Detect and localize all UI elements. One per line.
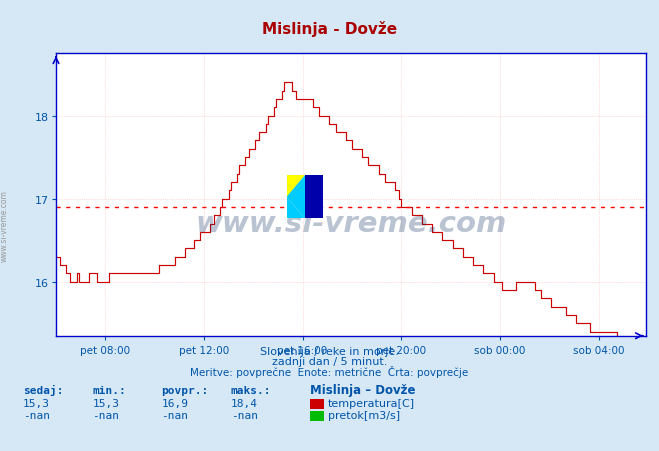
Polygon shape xyxy=(304,176,323,219)
Text: www.si-vreme.com: www.si-vreme.com xyxy=(195,209,507,237)
Text: min.:: min.: xyxy=(92,385,126,395)
Text: temperatura[C]: temperatura[C] xyxy=(328,398,415,408)
Text: Slovenija / reke in morje.: Slovenija / reke in morje. xyxy=(260,346,399,356)
Text: pretok[m3/s]: pretok[m3/s] xyxy=(328,410,400,420)
Text: sedaj:: sedaj: xyxy=(23,384,63,395)
Text: -nan: -nan xyxy=(161,410,188,420)
Text: povpr.:: povpr.: xyxy=(161,385,209,395)
Text: -nan: -nan xyxy=(231,410,258,420)
Text: Mislinja - Dovže: Mislinja - Dovže xyxy=(262,21,397,37)
Polygon shape xyxy=(287,176,323,219)
Text: zadnji dan / 5 minut.: zadnji dan / 5 minut. xyxy=(272,356,387,366)
Text: maks.:: maks.: xyxy=(231,385,271,395)
Text: 15,3: 15,3 xyxy=(92,398,119,408)
Text: Meritve: povprečne  Enote: metrične  Črta: povprečje: Meritve: povprečne Enote: metrične Črta:… xyxy=(190,365,469,377)
Text: Mislinja – Dovže: Mislinja – Dovže xyxy=(310,383,415,396)
Polygon shape xyxy=(287,198,304,219)
Text: www.si-vreme.com: www.si-vreme.com xyxy=(0,189,9,262)
Polygon shape xyxy=(287,176,304,198)
Text: 15,3: 15,3 xyxy=(23,398,50,408)
Text: 18,4: 18,4 xyxy=(231,398,258,408)
Text: -nan: -nan xyxy=(92,410,119,420)
Text: 16,9: 16,9 xyxy=(161,398,188,408)
Text: -nan: -nan xyxy=(23,410,50,420)
